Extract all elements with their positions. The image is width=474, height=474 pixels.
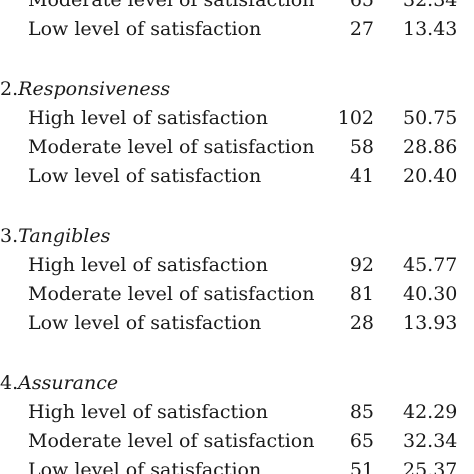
row-percent: 25.37	[403, 459, 458, 474]
row-count: 81	[349, 283, 374, 305]
table-row: Moderate level of satisfaction 81 40.30	[0, 280, 474, 308]
row-label: Low level of satisfaction	[28, 459, 262, 474]
row-percent: 45.77	[403, 254, 458, 276]
table-row: Low level of satisfaction 41 20.40	[0, 162, 474, 190]
row-label: High level of satisfaction	[28, 254, 268, 276]
row-label: Moderate level of satisfaction	[28, 136, 315, 158]
row-label: Moderate level of satisfaction	[28, 0, 315, 11]
section-number: 4.	[0, 372, 19, 394]
row-percent: 13.43	[403, 18, 458, 40]
row-percent: 50.75	[403, 107, 458, 129]
table-row: High level of satisfaction 92 45.77	[0, 251, 474, 279]
row-label: Moderate level of satisfaction	[28, 283, 315, 305]
row-label: Low level of satisfaction	[28, 18, 262, 40]
table-row: High level of satisfaction 102 50.75	[0, 104, 474, 132]
table-row: Low level of satisfaction 27 13.43	[0, 15, 474, 43]
row-count: 51	[349, 459, 374, 474]
section-title-assurance: 4.Assurance	[0, 369, 118, 397]
row-count: 27	[349, 18, 374, 40]
table-row: Low level of satisfaction 28 13.93	[0, 309, 474, 337]
row-percent: 32.34	[403, 430, 458, 452]
table-row: Low level of satisfaction 51 25.37	[0, 456, 474, 474]
section-title-responsiveness: 2.Responsiveness	[0, 75, 170, 103]
section-name: Tangibles	[18, 225, 111, 247]
row-percent: 40.30	[403, 283, 458, 305]
row-count: 58	[349, 136, 374, 158]
row-label: Moderate level of satisfaction	[28, 430, 315, 452]
row-percent: 20.40	[403, 165, 458, 187]
section-name: Responsiveness	[18, 78, 171, 100]
row-count: 92	[349, 254, 374, 276]
section-name: Assurance	[18, 372, 119, 394]
section-number: 3.	[0, 225, 19, 247]
row-label: High level of satisfaction	[28, 107, 268, 129]
row-label: Low level of satisfaction	[28, 165, 262, 187]
row-count: 41	[349, 165, 374, 187]
row-count: 65	[349, 430, 374, 452]
row-percent: 28.86	[403, 136, 458, 158]
row-count: 102	[337, 107, 374, 129]
table-row: High level of satisfaction 85 42.29	[0, 398, 474, 426]
row-label: Low level of satisfaction	[28, 312, 262, 334]
table-row: Moderate level of satisfaction 65 32.34	[0, 0, 474, 14]
section-number: 2.	[0, 78, 19, 100]
row-count: 65	[349, 0, 374, 11]
table-row: Moderate level of satisfaction 58 28.86	[0, 133, 474, 161]
section-title-tangibles: 3.Tangibles	[0, 222, 110, 250]
row-percent: 42.29	[403, 401, 458, 423]
row-count: 85	[349, 401, 374, 423]
row-percent: 13.93	[403, 312, 458, 334]
row-percent: 32.34	[403, 0, 458, 11]
table-row: Moderate level of satisfaction 65 32.34	[0, 427, 474, 455]
row-count: 28	[349, 312, 374, 334]
row-label: High level of satisfaction	[28, 401, 268, 423]
